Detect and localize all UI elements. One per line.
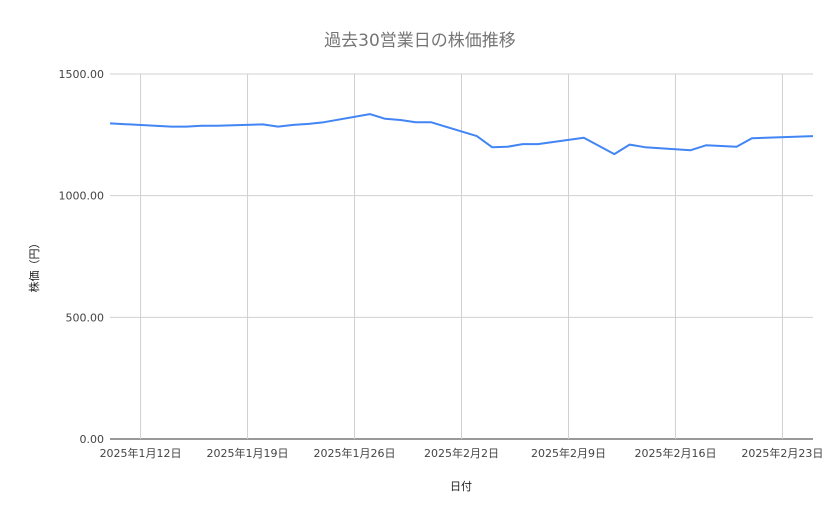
y-tick-label: 0.00	[80, 433, 105, 446]
x-tick-label: 2025年1月19日	[207, 446, 289, 460]
y-tick-label: 500.00	[66, 311, 105, 324]
chart-title: 過去30営業日の株価推移	[324, 31, 516, 51]
grid	[110, 73, 813, 440]
x-tick-label: 2025年2月2日	[424, 446, 499, 460]
y-axis-ticks: 0.00 500.00 1000.00 1500.00	[59, 68, 105, 446]
y-tick-label: 1000.00	[59, 190, 105, 203]
x-tick-label: 2025年1月26日	[314, 446, 396, 460]
x-axis-ticks: 2025年1月12日 2025年1月19日 2025年1月26日 2025年2月2日 2…	[100, 446, 824, 460]
y-axis-label: 株価（円）	[27, 238, 41, 293]
x-tick-label: 2025年1月12日	[100, 446, 182, 460]
x-tick-label: 2025年2月16日	[634, 446, 716, 460]
y-tick-label: 1500.00	[59, 68, 105, 81]
series-line	[109, 113, 814, 156]
data-points	[109, 114, 814, 155]
x-tick-label: 2025年2月9日	[531, 446, 606, 460]
x-axis-label: 日付	[450, 480, 472, 493]
x-tick-label: 2025年2月23日	[741, 446, 823, 460]
